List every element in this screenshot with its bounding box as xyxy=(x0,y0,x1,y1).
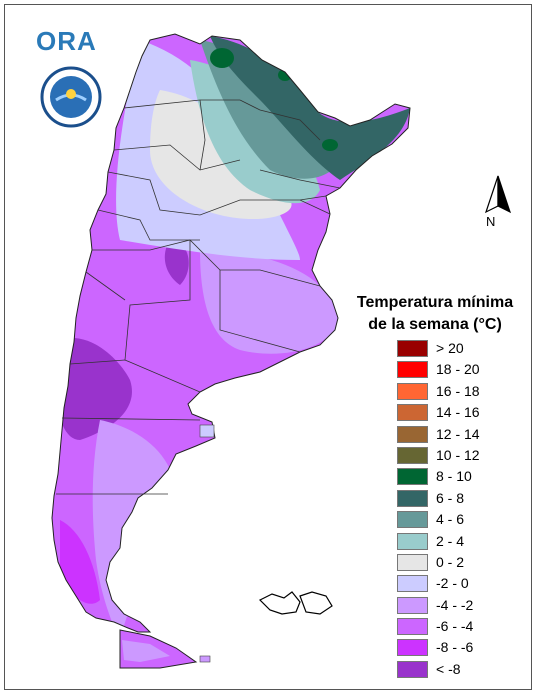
legend: > 20 18 - 20 16 - 18 14 - 16 12 - 14 10 … xyxy=(397,338,517,680)
legend-swatch xyxy=(397,553,428,571)
legend-swatch xyxy=(397,639,428,657)
legend-swatch xyxy=(397,660,428,678)
region-8-10-b xyxy=(278,69,292,81)
legend-label: -2 - 0 xyxy=(436,575,469,592)
legend-swatch xyxy=(397,361,428,379)
legend-label: > 20 xyxy=(436,340,464,356)
legend-item: 4 - 6 xyxy=(397,509,517,530)
legend-swatch xyxy=(397,404,428,422)
legend-swatch xyxy=(397,489,428,507)
legend-swatch xyxy=(397,618,428,636)
region-minus4-minus2-center xyxy=(200,250,340,354)
legend-item: 10 - 12 xyxy=(397,445,517,466)
legend-swatch xyxy=(397,532,428,550)
legend-title-line1: Temperatura mínima xyxy=(356,294,514,311)
legend-label: 14 - 16 xyxy=(436,404,480,421)
north-arrow-icon xyxy=(484,175,512,214)
legend-label: 0 - 2 xyxy=(436,553,465,570)
legend-item: 2 - 4 xyxy=(397,531,517,552)
legend-label: 18 - 20 xyxy=(436,361,480,378)
legend-swatch xyxy=(397,382,428,400)
malvinas-islands xyxy=(258,591,333,615)
legend-label: -6 - -4 xyxy=(436,618,474,635)
tierra-del-fuego-light xyxy=(122,640,170,662)
legend-item: -6 - -4 xyxy=(397,616,517,637)
region-8-10-c xyxy=(322,139,338,151)
legend-label: -8 - -6 xyxy=(436,639,474,656)
smn-seal-icon xyxy=(40,66,102,128)
legend-swatch xyxy=(397,596,428,614)
legend-item: 12 - 14 xyxy=(397,424,517,445)
ora-logo: ORA xyxy=(36,26,106,58)
legend-swatch xyxy=(397,340,428,357)
legend-item: 14 - 16 xyxy=(397,402,517,423)
legend-swatch xyxy=(397,575,428,593)
legend-item: -8 - -6 xyxy=(397,637,517,658)
legend-item: < -8 xyxy=(397,659,517,680)
legend-label: 10 - 12 xyxy=(436,446,480,463)
legend-item: 16 - 18 xyxy=(397,381,517,402)
ora-logo-text: ORA xyxy=(36,26,97,56)
legend-label: -4 - -2 xyxy=(436,596,474,613)
region-lt-minus8-center xyxy=(164,240,189,285)
legend-item: > 20 xyxy=(397,338,517,359)
legend-title: Temperatura mínima de la semana (°C) xyxy=(342,292,528,336)
country-outline xyxy=(51,33,411,633)
legend-label: 8 - 10 xyxy=(436,468,472,485)
legend-item: 6 - 8 xyxy=(397,488,517,509)
legend-item: 0 - 2 xyxy=(397,552,517,573)
province-borders xyxy=(56,99,341,495)
legend-label: 2 - 4 xyxy=(436,532,465,549)
legend-swatch xyxy=(397,425,428,443)
isla-estados xyxy=(199,655,211,663)
legend-swatch xyxy=(397,468,428,486)
legend-item: -4 - -2 xyxy=(397,595,517,616)
peninsula-valdes xyxy=(199,424,215,438)
legend-swatch xyxy=(397,446,428,464)
region-8-10-a xyxy=(210,48,234,68)
legend-title-line2: de la semana (°C) xyxy=(368,316,502,333)
legend-item: 8 - 10 xyxy=(397,466,517,487)
legend-item: -2 - 0 xyxy=(397,573,517,594)
legend-swatch xyxy=(397,511,428,529)
legend-label: 12 - 14 xyxy=(436,425,480,442)
north-label: N xyxy=(486,214,496,229)
region-6-8 xyxy=(210,36,410,180)
legend-label: 6 - 8 xyxy=(436,489,465,506)
legend-label: 4 - 6 xyxy=(436,511,465,528)
legend-item: 18 - 20 xyxy=(397,359,517,380)
region-minus8-minus6 xyxy=(60,520,100,604)
legend-label: 16 - 18 xyxy=(436,382,480,399)
legend-label: < -8 xyxy=(436,660,461,677)
